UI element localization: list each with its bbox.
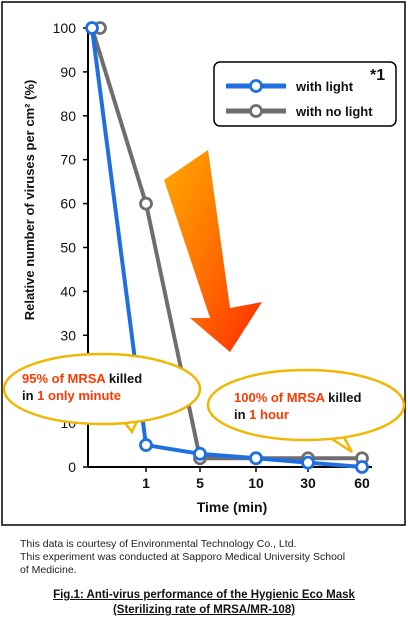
bubble-highlight: 1 hour <box>249 407 289 422</box>
series-line <box>90 27 362 461</box>
x-tick-label: 5 <box>196 475 204 491</box>
experiment-text-line1: This experiment was conducted at Sapporo… <box>20 551 346 563</box>
bubble-text-line2: in 1 only minute <box>22 388 121 403</box>
y-tick-label: 50 <box>60 240 76 256</box>
legend-label: with no light <box>295 104 373 119</box>
bubble-text: killed <box>325 390 362 405</box>
data-point <box>249 451 263 466</box>
credit-text: This data is courtesy of Environmental T… <box>20 538 297 550</box>
y-axis-title: Relative number of viruses per cm² (%) <box>22 80 37 321</box>
y-tick-label: 30 <box>60 327 76 343</box>
annotation-bubbles: 95% of MRSA killed in 1 only minute 100% o… <box>2 352 406 454</box>
bubble-text: in <box>22 388 37 403</box>
legend-marker <box>249 79 263 93</box>
x-axis-title: Time (min) <box>197 499 268 515</box>
legend: with light with no light *1 <box>213 61 397 127</box>
down-arrow-icon <box>164 150 262 352</box>
bubble-text-line2: in 1 hour <box>234 407 289 422</box>
figure-caption: Fig.1: Anti-virus performance of the Hyg… <box>0 588 408 618</box>
legend-label: with light <box>295 79 354 94</box>
y-tick-label: 60 <box>60 196 76 212</box>
y-tick-label: 40 <box>60 283 76 299</box>
y-tick-label: 100 <box>53 20 77 36</box>
y-tick-label: 80 <box>60 108 76 124</box>
bubble-highlight: 95% of MRSA <box>22 371 106 386</box>
caption-line2: (Sterilizing rate of MRSA/MR-108) <box>112 604 296 616</box>
x-tick-labels: 1 5 10 30 60 Time (min) <box>142 475 370 515</box>
bubble-highlight: 1 only minute <box>37 388 121 403</box>
experiment-text-line2: of Medicine. <box>20 564 77 576</box>
legend-note: *1 <box>370 67 385 84</box>
data-point <box>139 196 153 211</box>
data-point <box>301 455 315 470</box>
bubble <box>206 368 406 442</box>
bubble-text-line1: 100% of MRSA killed <box>234 390 361 405</box>
x-tick-label: 30 <box>300 475 316 491</box>
x-tick-label: 60 <box>354 475 370 491</box>
bubble-text: in <box>234 407 249 422</box>
legend-marker <box>249 104 263 118</box>
x-tick-label: 1 <box>142 475 150 491</box>
bubble-text-line1: 95% of MRSA killed <box>22 371 142 386</box>
bubble <box>2 352 202 426</box>
bubble-text: killed <box>105 371 142 386</box>
y-tick-label: 0 <box>68 459 76 475</box>
data-point <box>139 438 153 452</box>
y-axis-title-text: Relative number of viruses per cm² (%) <box>22 80 37 321</box>
caption-line1: Fig.1: Anti-virus performance of the Hyg… <box>53 589 355 601</box>
x-tick-label: 10 <box>248 475 264 491</box>
bubble-highlight: 100% of MRSA <box>234 390 326 405</box>
data-point <box>85 21 99 35</box>
y-tick-label: 90 <box>60 64 76 80</box>
chart: Relative number of viruses per cm² (%) 0… <box>1 1 406 526</box>
data-point <box>355 460 369 474</box>
data-point <box>193 446 207 461</box>
y-tick-label: 70 <box>60 152 76 168</box>
